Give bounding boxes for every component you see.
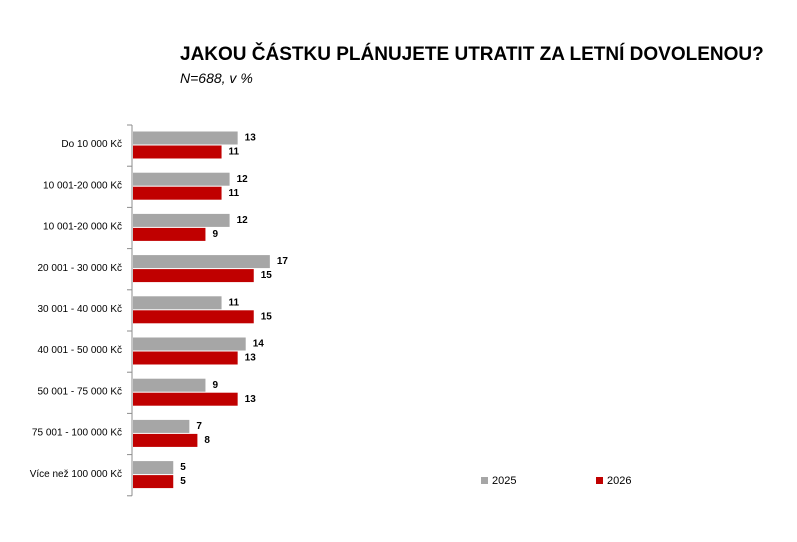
category-label: 40 001 - 50 000 Kč <box>37 345 122 356</box>
data-label: 9 <box>212 380 218 391</box>
data-label: 11 <box>229 297 240 308</box>
bar <box>133 419 190 433</box>
bar <box>133 172 230 186</box>
legend-swatch <box>481 477 488 484</box>
bar <box>133 255 270 269</box>
data-label: 13 <box>245 353 257 364</box>
data-label: 8 <box>204 435 210 446</box>
bar <box>133 310 254 324</box>
data-label: 9 <box>212 229 218 240</box>
data-label: 12 <box>237 174 249 185</box>
data-label: 5 <box>180 462 186 473</box>
category-label: 20 001 - 30 000 Kč <box>37 263 122 274</box>
bar <box>133 392 238 406</box>
data-label: 15 <box>261 311 273 322</box>
data-label: 12 <box>237 215 249 226</box>
data-label: 5 <box>180 476 186 487</box>
bar <box>133 186 222 200</box>
bar <box>133 378 206 392</box>
data-label: 13 <box>245 394 257 405</box>
bar <box>133 461 174 475</box>
bar <box>133 337 246 351</box>
data-label: 13 <box>245 133 257 144</box>
bar <box>133 269 254 283</box>
category-label: 50 001 - 75 000 Kč <box>37 386 122 397</box>
category-label: 75 001 - 100 000 Kč <box>32 428 122 439</box>
category-label: 30 001 - 40 000 Kč <box>37 304 122 315</box>
bar <box>133 213 230 227</box>
legend-label: 2026 <box>607 475 631 487</box>
category-label: Do 10 000 Kč <box>61 139 122 150</box>
category-label: 10 001-20 000 Kč <box>43 180 122 191</box>
data-label: 15 <box>261 270 273 281</box>
bar <box>133 296 222 310</box>
bar <box>133 131 238 145</box>
data-label: 17 <box>277 256 289 267</box>
data-label: 11 <box>229 147 240 158</box>
data-label: 7 <box>196 421 202 432</box>
chart-subtitle: N=688, v % <box>180 70 253 86</box>
bar <box>133 433 198 447</box>
data-label: 11 <box>229 188 240 199</box>
bar <box>133 227 206 241</box>
chart-title: JAKOU ČÁSTKU PLÁNUJETE UTRATIT ZA LETNÍ … <box>180 44 764 65</box>
category-label: 10 001-20 000 Kč <box>43 222 122 233</box>
bar <box>133 351 238 365</box>
legend-swatch <box>596 477 603 484</box>
legend-label: 2025 <box>492 475 516 487</box>
category-label: Více než 100 000 Kč <box>30 469 122 480</box>
bar <box>133 475 174 489</box>
bar <box>133 145 222 159</box>
data-label: 14 <box>253 339 265 350</box>
